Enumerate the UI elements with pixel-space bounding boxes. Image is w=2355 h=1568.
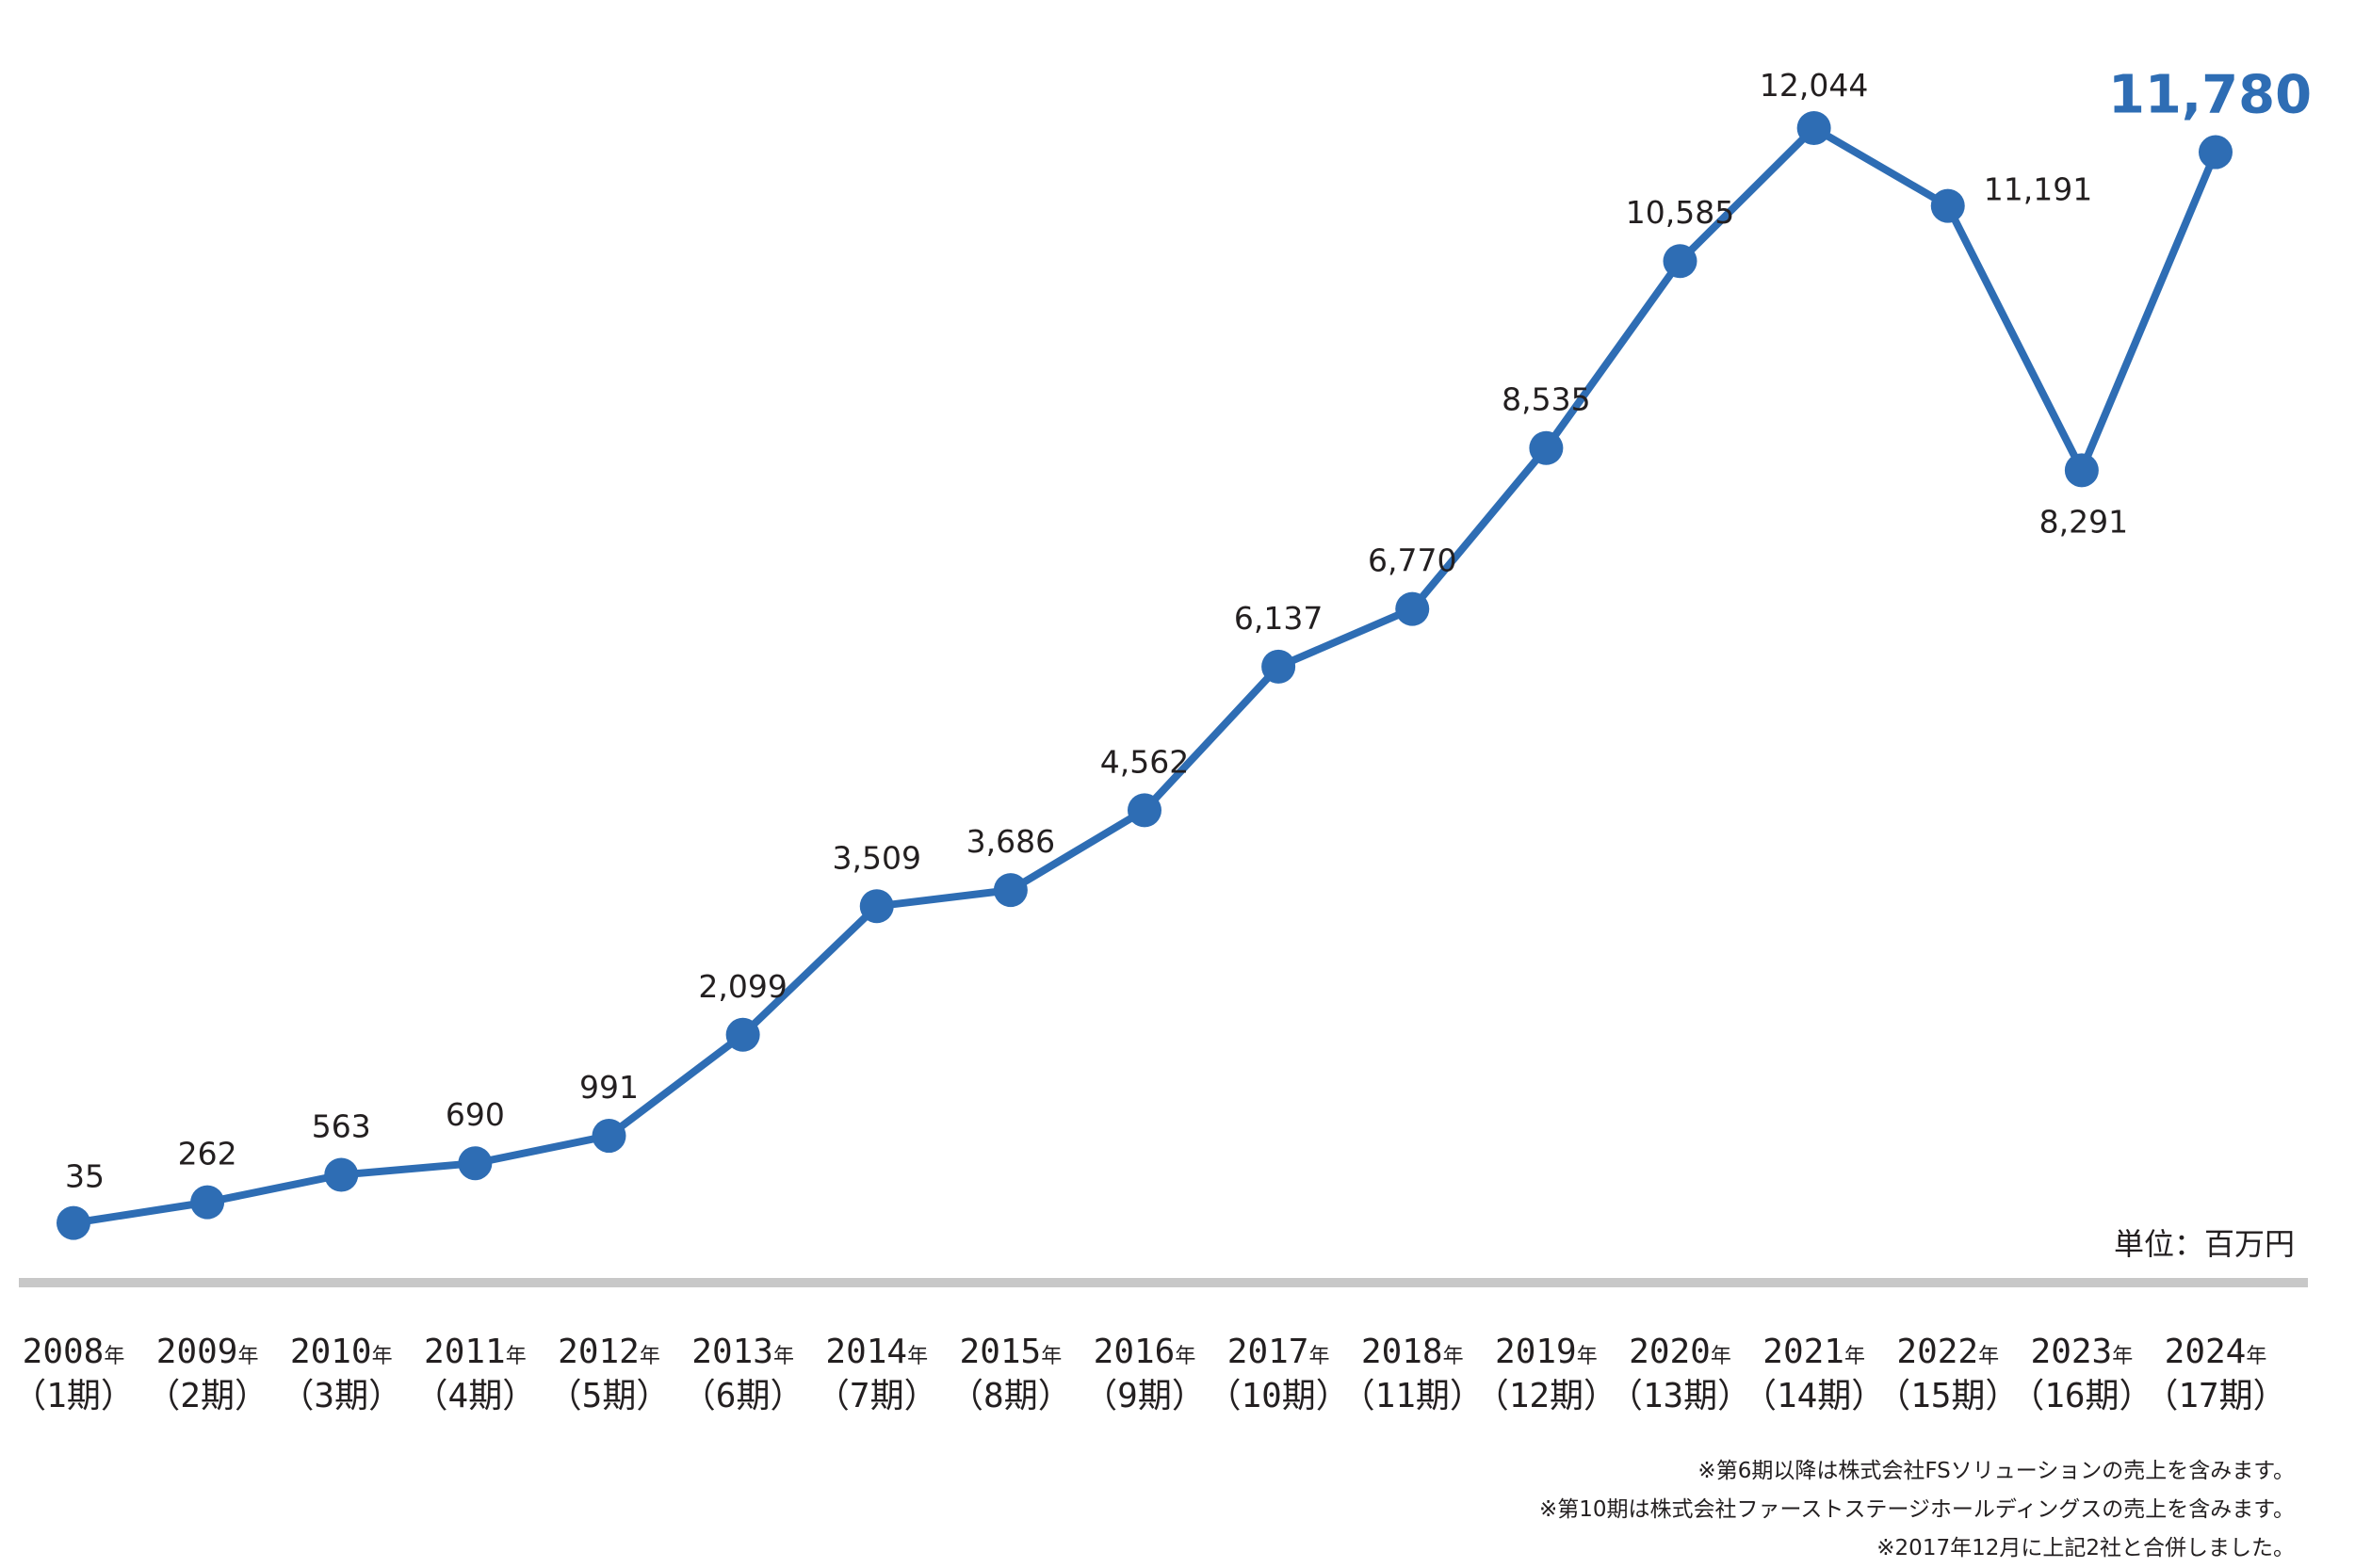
value-label-2008: 35: [65, 1158, 105, 1195]
data-point-2014: [859, 889, 894, 924]
tick-label-year: 2014年: [825, 1333, 928, 1371]
value-label-2023: 8,291: [2039, 503, 2128, 540]
footnote: ※第10期は株式会社ファーストステージホールディングスの売上を含みます。: [1538, 1497, 2295, 1522]
tick-label-period: （1期）: [12, 1377, 135, 1415]
tick-label-year: 2009年: [156, 1333, 259, 1371]
data-point-2019: [1529, 430, 1564, 465]
footnote: ※第6期以降は株式会社FSソリューションの売上を含みます。: [1697, 1459, 2295, 1483]
tick-label-year: 2008年: [23, 1333, 125, 1371]
series-line: [73, 124, 2219, 1227]
value-label-2016: 4,562: [1100, 743, 1189, 780]
tick-label-year: 2016年: [1094, 1333, 1196, 1371]
data-point-2011: [458, 1146, 493, 1181]
value-label-2024: 11,780: [2108, 65, 2312, 126]
x-tick-labels: 2008年 （1期） 2009年 （2期） 2010年 （3期） 2011年 （4期） 2012…: [12, 1333, 2287, 1415]
data-point-2008: [57, 1205, 90, 1240]
tick-label-period: （14期）: [1743, 1377, 1885, 1415]
tick-label-year: 2011年: [424, 1333, 527, 1371]
tick-label-year: 2020年: [1629, 1333, 1731, 1371]
value-label-2017: 6,137: [1234, 600, 1323, 637]
value-labels: 35 262 563 690 991 2,099 3,509 3,686 4,562 6,137 6…: [65, 65, 2312, 1195]
tick-label-year: 2010年: [290, 1333, 393, 1371]
tick-label-period: （8期）: [950, 1377, 1072, 1415]
tick-label-period: （11期）: [1341, 1377, 1484, 1415]
data-point-2022: [1930, 188, 1965, 223]
tick-label-period: （15期）: [1876, 1377, 2019, 1415]
value-label-2013: 2,099: [698, 968, 787, 1005]
unit-label: 単位：百万円: [2113, 1226, 2295, 1262]
value-label-2018: 6,770: [1368, 542, 1456, 579]
tick-label-period: （13期）: [1609, 1377, 1751, 1415]
tick-label-period: （5期）: [548, 1377, 671, 1415]
value-label-2012: 991: [579, 1069, 639, 1106]
data-point-2023: [2064, 453, 2099, 488]
data-point-2010: [324, 1157, 359, 1192]
value-label-2015: 3,686: [966, 823, 1055, 860]
value-label-2010: 563: [312, 1107, 371, 1144]
data-point-2017: [1261, 649, 1296, 684]
tick-label-year: 2017年: [1227, 1333, 1330, 1371]
value-label-2011: 690: [446, 1096, 505, 1133]
tick-label-year: 2024年: [2165, 1333, 2267, 1371]
tick-label-year: 2023年: [2031, 1333, 2134, 1371]
data-points: [57, 111, 2233, 1240]
data-point-2021: [1796, 111, 1831, 145]
data-point-2012: [592, 1119, 626, 1154]
tick-label-year: 2021年: [1762, 1333, 1865, 1371]
data-point-2018: [1395, 591, 1430, 626]
value-label-2019: 8,535: [1502, 381, 1590, 418]
tick-label-year: 2022年: [1896, 1333, 1999, 1371]
footnote: ※2017年12月に上記2社と合併しました。: [1876, 1536, 2295, 1560]
tick-label-period: （12期）: [1475, 1377, 1617, 1415]
tick-label-period: （2期）: [146, 1377, 268, 1415]
value-label-2022: 11,191: [1984, 171, 2092, 208]
tick-label-period: （16期）: [2010, 1377, 2152, 1415]
footnotes: ※第6期以降は株式会社FSソリューションの売上を含みます。 ※第10期は株式会社…: [1539, 1452, 2295, 1568]
data-point-2015: [993, 873, 1028, 908]
tick-label-period: （7期）: [816, 1377, 938, 1415]
tick-label-year: 2013年: [691, 1333, 794, 1371]
tick-label-year: 2015年: [960, 1333, 1063, 1371]
tick-label-period: （10期）: [1207, 1377, 1349, 1415]
value-label-2014: 3,509: [833, 839, 921, 876]
data-point-2013: [725, 1017, 760, 1052]
tick-label-period: （3期）: [280, 1377, 402, 1415]
value-label-2020: 10,585: [1626, 194, 1734, 231]
tick-label-period: （17期）: [2144, 1377, 2286, 1415]
tick-label-year: 2012年: [558, 1333, 660, 1371]
data-point-2020: [1663, 244, 1697, 279]
value-label-2009: 262: [178, 1136, 237, 1172]
tick-label-period: （9期）: [1083, 1377, 1206, 1415]
data-point-2024: [2199, 135, 2233, 170]
tick-label-year: 2018年: [1361, 1333, 1464, 1371]
data-point-2009: [190, 1185, 225, 1220]
tick-label-period: （4期）: [414, 1377, 537, 1415]
tick-label-period: （6期）: [682, 1377, 804, 1415]
data-point-2016: [1128, 793, 1161, 828]
tick-label-year: 2019年: [1495, 1333, 1598, 1371]
value-label-2021: 12,044: [1760, 67, 1868, 104]
